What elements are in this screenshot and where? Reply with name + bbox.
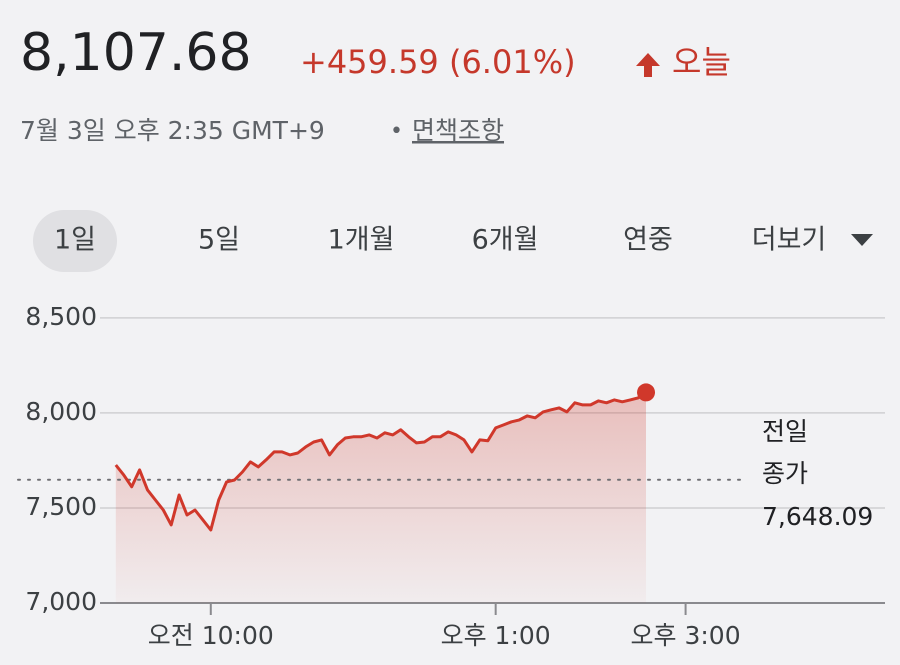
change: +459.59 (6.01%) (300, 43, 576, 81)
range-tab[interactable]: 연중 (623, 225, 673, 256)
disclaimer-link[interactable]: 면책조항 (412, 116, 504, 145)
range-tab[interactable]: 5일 (198, 225, 240, 256)
previous-close-caption: 종가 (762, 459, 808, 488)
y-tick-label: 8,500 (25, 302, 97, 331)
previous-close-value: 7,648.09 (762, 502, 873, 531)
active-tab-bg (33, 210, 117, 272)
last-price-dot (637, 383, 656, 402)
more-menu[interactable]: 더보기 (752, 225, 827, 256)
range-tab[interactable]: 1개월 (328, 225, 395, 256)
x-tick-label: 오전 10:00 (148, 621, 274, 650)
y-tick-label: 8,000 (25, 397, 97, 426)
x-tick-label: 오후 3:00 (631, 621, 741, 650)
price: 8,107.68 (20, 23, 252, 83)
dropdown-icon (851, 234, 873, 246)
separator: • (390, 119, 403, 144)
y-tick-label: 7,000 (25, 587, 97, 616)
price-area (115, 392, 647, 603)
previous-close-caption: 전일 (762, 417, 808, 446)
y-tick-label: 7,500 (25, 492, 97, 521)
up-arrow (636, 53, 660, 77)
price-line (114, 391, 647, 532)
range-tab[interactable]: 1일 (54, 225, 96, 256)
x-tick-label: 오후 1:00 (441, 621, 551, 650)
range-tab[interactable]: 6개월 (472, 225, 539, 256)
timestamp: 7월 3일 오후 2:35 GMT+9 (20, 116, 325, 145)
period: 오늘 (672, 43, 731, 81)
